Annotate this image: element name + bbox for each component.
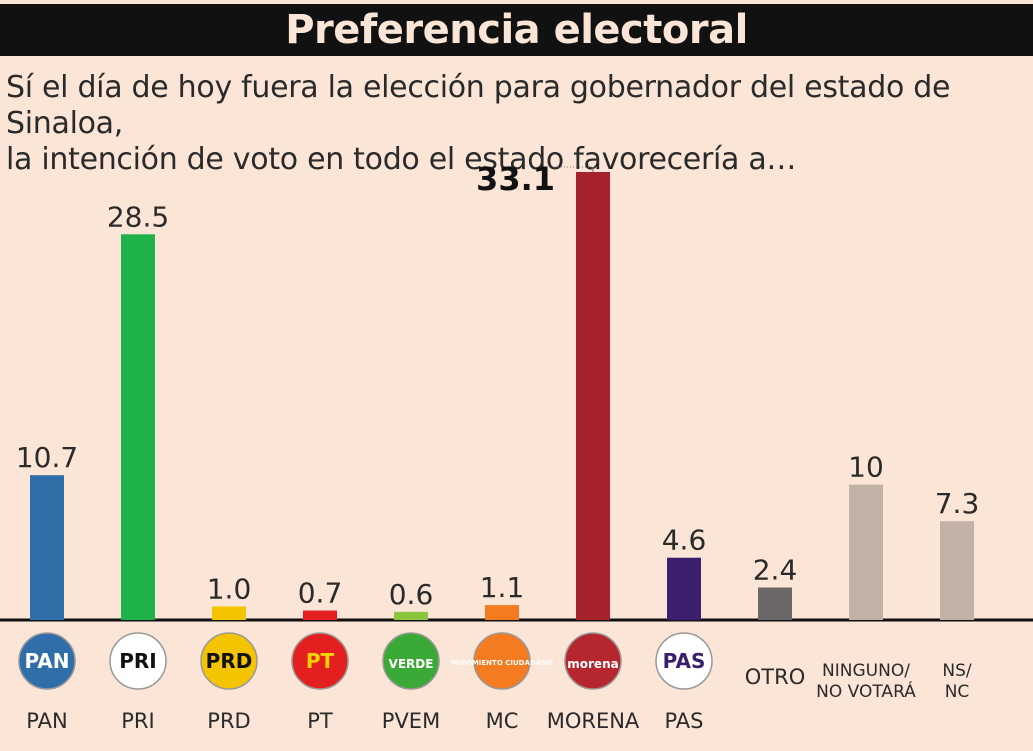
category-label: PRD: [207, 709, 250, 733]
value-label: 4.6: [662, 524, 707, 557]
category-label: MORENA: [547, 709, 640, 733]
category-label-line: NS/: [942, 661, 972, 681]
bar-5: [485, 605, 519, 620]
bar-8: [758, 587, 792, 620]
logo-text: PAN: [24, 649, 69, 673]
bar-7: [667, 557, 701, 620]
category-label-line: NINGUNO/: [822, 661, 910, 681]
logo-text: PRI: [119, 649, 157, 673]
logo-text: PT: [306, 649, 335, 673]
pvem-logo: [382, 632, 440, 690]
logo-text: PRD: [206, 649, 253, 673]
bar-3: [303, 610, 337, 620]
pri-logo: [109, 632, 167, 690]
value-label: 1.0: [207, 572, 252, 605]
value-label: 0.6: [389, 578, 434, 611]
value-label: 0.7: [298, 577, 343, 610]
category-label: PVEM: [382, 709, 440, 733]
bar-9: [849, 484, 883, 620]
category-label-line: NO VOTARÁ: [816, 680, 916, 702]
morena-logo: [564, 632, 622, 690]
category-label-line: OTRO: [745, 665, 805, 689]
category-label: PRI: [121, 709, 154, 733]
category-label: NINGUNO/NO VOTARÁ: [816, 661, 916, 702]
value-label: 7.3: [935, 487, 980, 520]
prd-logo: [200, 632, 258, 690]
logo-text: morena: [567, 657, 618, 671]
pt-logo: [291, 632, 349, 690]
bar-1: [121, 234, 155, 620]
bar-2: [212, 606, 246, 620]
value-label: 2.4: [753, 554, 798, 587]
title-bar: Preferencia electoral: [0, 4, 1033, 56]
subtitle-line-2: la intención de voto en todo el estado f…: [6, 142, 797, 177]
chart-subtitle: Sí el día de hoy fuera la elección para …: [6, 70, 1026, 178]
logo-text: PAS: [663, 649, 706, 673]
bar-10: [940, 521, 974, 620]
subtitle-line-1: Sí el día de hoy fuera la elección para …: [6, 70, 951, 141]
value-label: 10.7: [16, 441, 78, 474]
pas-logo: [655, 632, 713, 690]
category-label: PAS: [664, 709, 703, 733]
logo-text: MOVIMIENTO CIUDADANO: [451, 659, 553, 667]
category-label: MC: [486, 709, 519, 733]
chart-title: Preferencia electoral: [285, 7, 748, 53]
value-label: 28.5: [107, 200, 169, 233]
bar-0: [30, 475, 64, 620]
category-label: OTRO: [745, 665, 805, 689]
category-label-line: NC: [945, 682, 970, 702]
value-label: 10: [848, 451, 884, 484]
category-label: PT: [307, 709, 333, 733]
category-label: PAN: [26, 709, 67, 733]
logo-text: VERDE: [389, 657, 434, 671]
value-label: 33.1: [476, 160, 555, 198]
pan-logo: [18, 632, 76, 690]
category-label: NS/NC: [942, 661, 972, 702]
bar-4: [394, 611, 428, 620]
value-label: 1.1: [480, 571, 525, 604]
mc-logo: [473, 632, 531, 690]
bar-6: [576, 172, 610, 620]
